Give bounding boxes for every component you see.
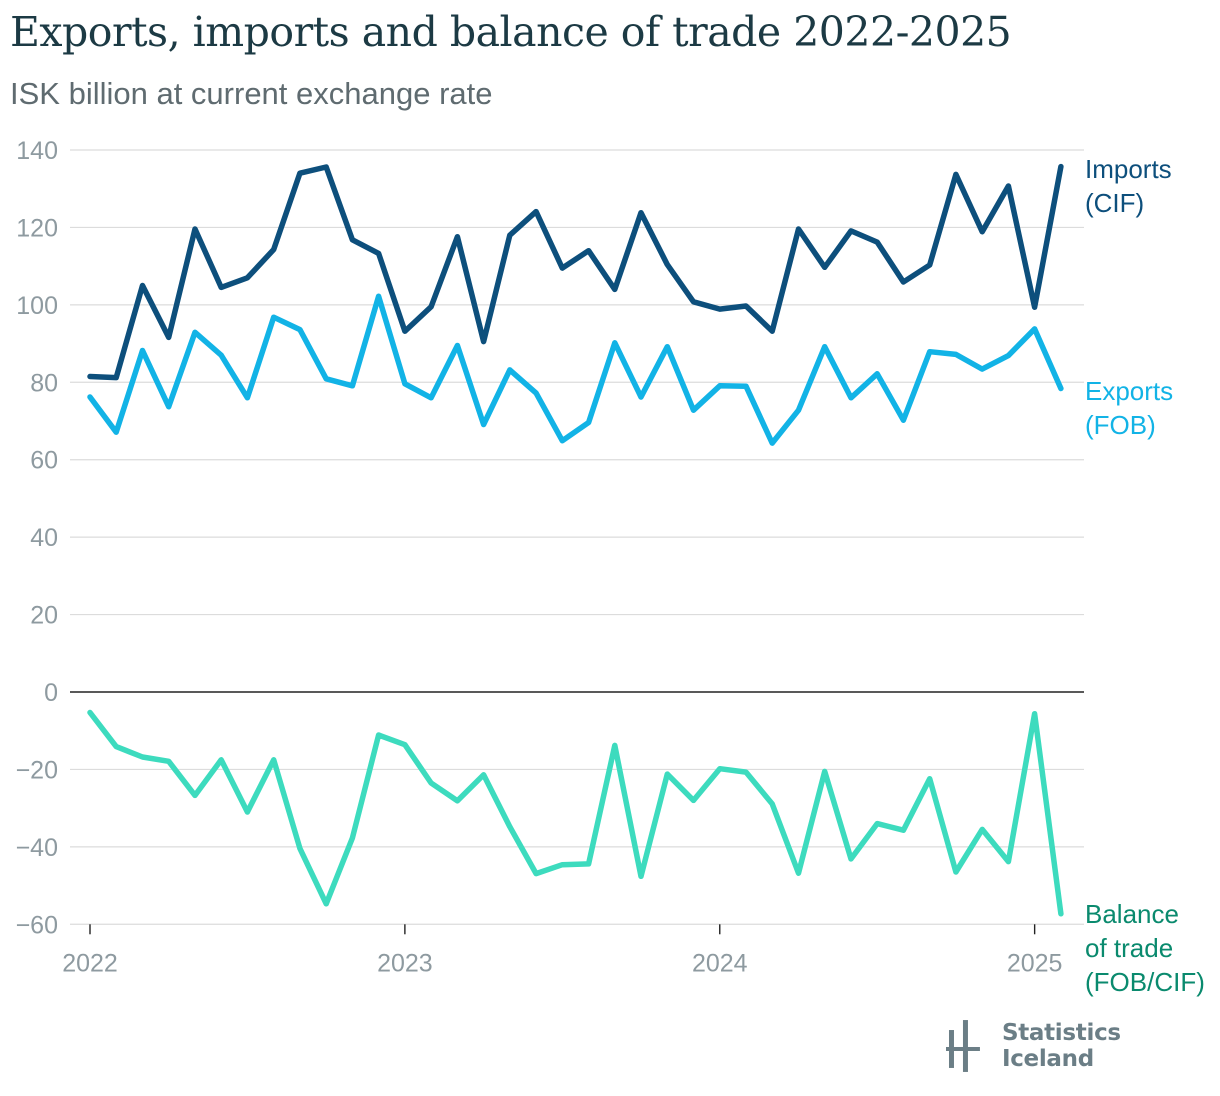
y-tick-label: 0 — [44, 679, 58, 707]
y-tick-label: 80 — [30, 369, 58, 397]
balance-series-label: Balance — [1085, 899, 1179, 929]
balance-series-line — [87, 709, 1064, 917]
y-tick-label: 140 — [16, 137, 58, 165]
balance-series-label: (FOB/CIF) — [1085, 967, 1205, 997]
exports-series-line — [87, 293, 1064, 446]
brand-logo: Statistics Iceland — [946, 1018, 1220, 1074]
imports-series-line — [87, 163, 1064, 381]
statistics-iceland-logo-icon — [946, 1020, 980, 1072]
imports-series-label: (CIF) — [1085, 188, 1144, 218]
y-tick-label: 60 — [30, 447, 58, 475]
x-tick-label: 2025 — [1007, 949, 1063, 977]
chart-title: Exports, imports and balance of trade 20… — [10, 8, 1012, 56]
x-tick-label: 2024 — [692, 949, 748, 977]
x-tick-label: 2023 — [377, 949, 433, 977]
y-tick-label: −60 — [16, 911, 58, 939]
y-tick-label: −40 — [16, 834, 58, 862]
y-tick-label: 20 — [30, 602, 58, 630]
y-tick-label: −20 — [16, 756, 58, 784]
y-tick-label: 40 — [30, 524, 58, 552]
exports-series-label: Exports — [1085, 376, 1173, 406]
brand-name: Statistics Iceland — [1001, 1020, 1121, 1072]
x-tick-label: 2022 — [62, 949, 118, 977]
y-tick-label: 100 — [16, 292, 58, 320]
exports-series-label: (FOB) — [1085, 410, 1156, 440]
chart-subtitle: ISK billion at current exchange rate — [10, 76, 493, 111]
imports-series-label: Imports — [1085, 154, 1172, 184]
y-tick-label: 120 — [16, 214, 58, 242]
balance-series-label: of trade — [1085, 933, 1173, 963]
